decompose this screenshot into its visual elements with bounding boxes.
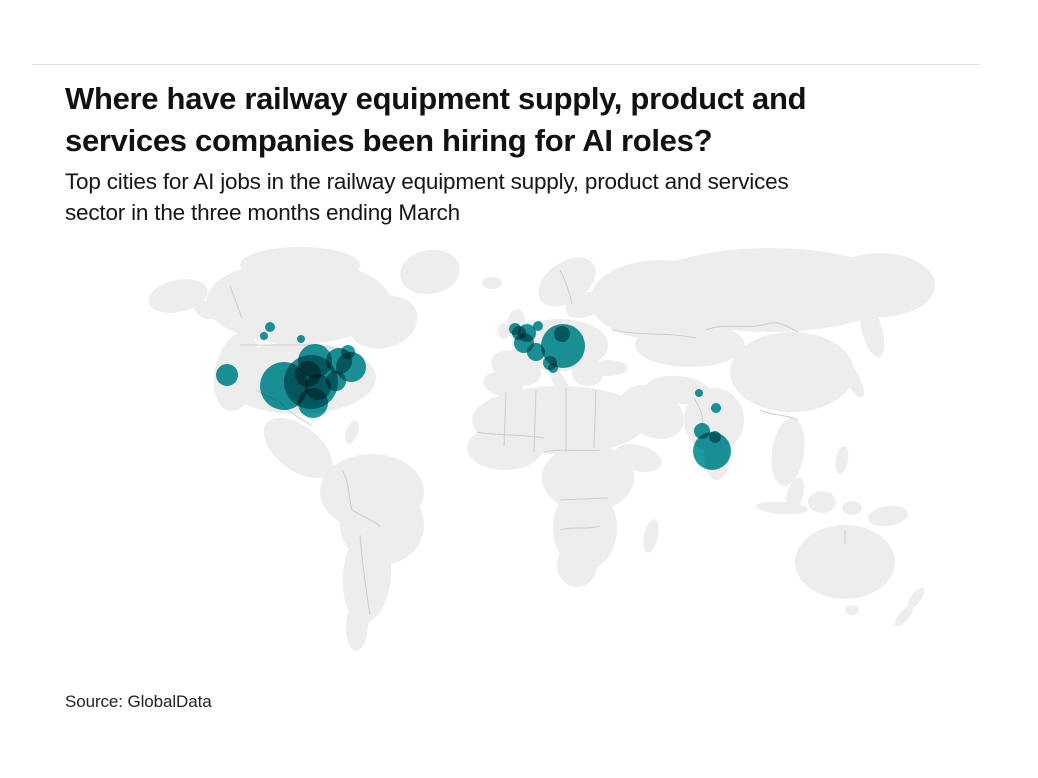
bubble-europe-20[interactable]: [527, 343, 545, 361]
page-subtitle: Top cities for AI jobs in the railway eq…: [65, 166, 985, 228]
page-title: Where have railway equipment supply, pro…: [65, 78, 975, 162]
bubble-north-america-10[interactable]: [341, 345, 355, 359]
bubble-south-asia-26[interactable]: [711, 403, 721, 413]
title-line-2: services companies been hiring for AI ro…: [65, 123, 713, 158]
bubble-europe-22[interactable]: [554, 326, 570, 342]
bubble-north-america-13[interactable]: [298, 388, 328, 418]
bubble-north-america-14[interactable]: [326, 371, 346, 391]
title-line-1: Where have railway equipment supply, pro…: [65, 81, 807, 116]
continent-africa: [467, 386, 662, 587]
header-divider: [32, 64, 980, 65]
subtitle-line-1: Top cities for AI jobs in the railway eq…: [65, 169, 789, 194]
bubble-europe-24[interactable]: [548, 363, 558, 373]
continent-oceania: [795, 525, 925, 627]
bubble-south-asia-29[interactable]: [693, 432, 731, 470]
bubbles-layer: [216, 321, 731, 470]
source-text: Source: GlobalData: [65, 692, 212, 711]
bubble-north-america-3[interactable]: [297, 335, 305, 343]
subtitle-line-2: sector in the three months ending March: [65, 200, 460, 225]
bubble-south-asia-25[interactable]: [695, 389, 703, 397]
bubble-europe-18[interactable]: [533, 321, 543, 331]
bubble-north-america-2[interactable]: [260, 332, 268, 340]
bubble-north-america-1[interactable]: [265, 322, 275, 332]
bubble-north-america-4[interactable]: [216, 364, 238, 386]
continent-europe: [482, 257, 608, 397]
continent-south-america: [320, 454, 424, 651]
continent-asia: [588, 248, 935, 527]
